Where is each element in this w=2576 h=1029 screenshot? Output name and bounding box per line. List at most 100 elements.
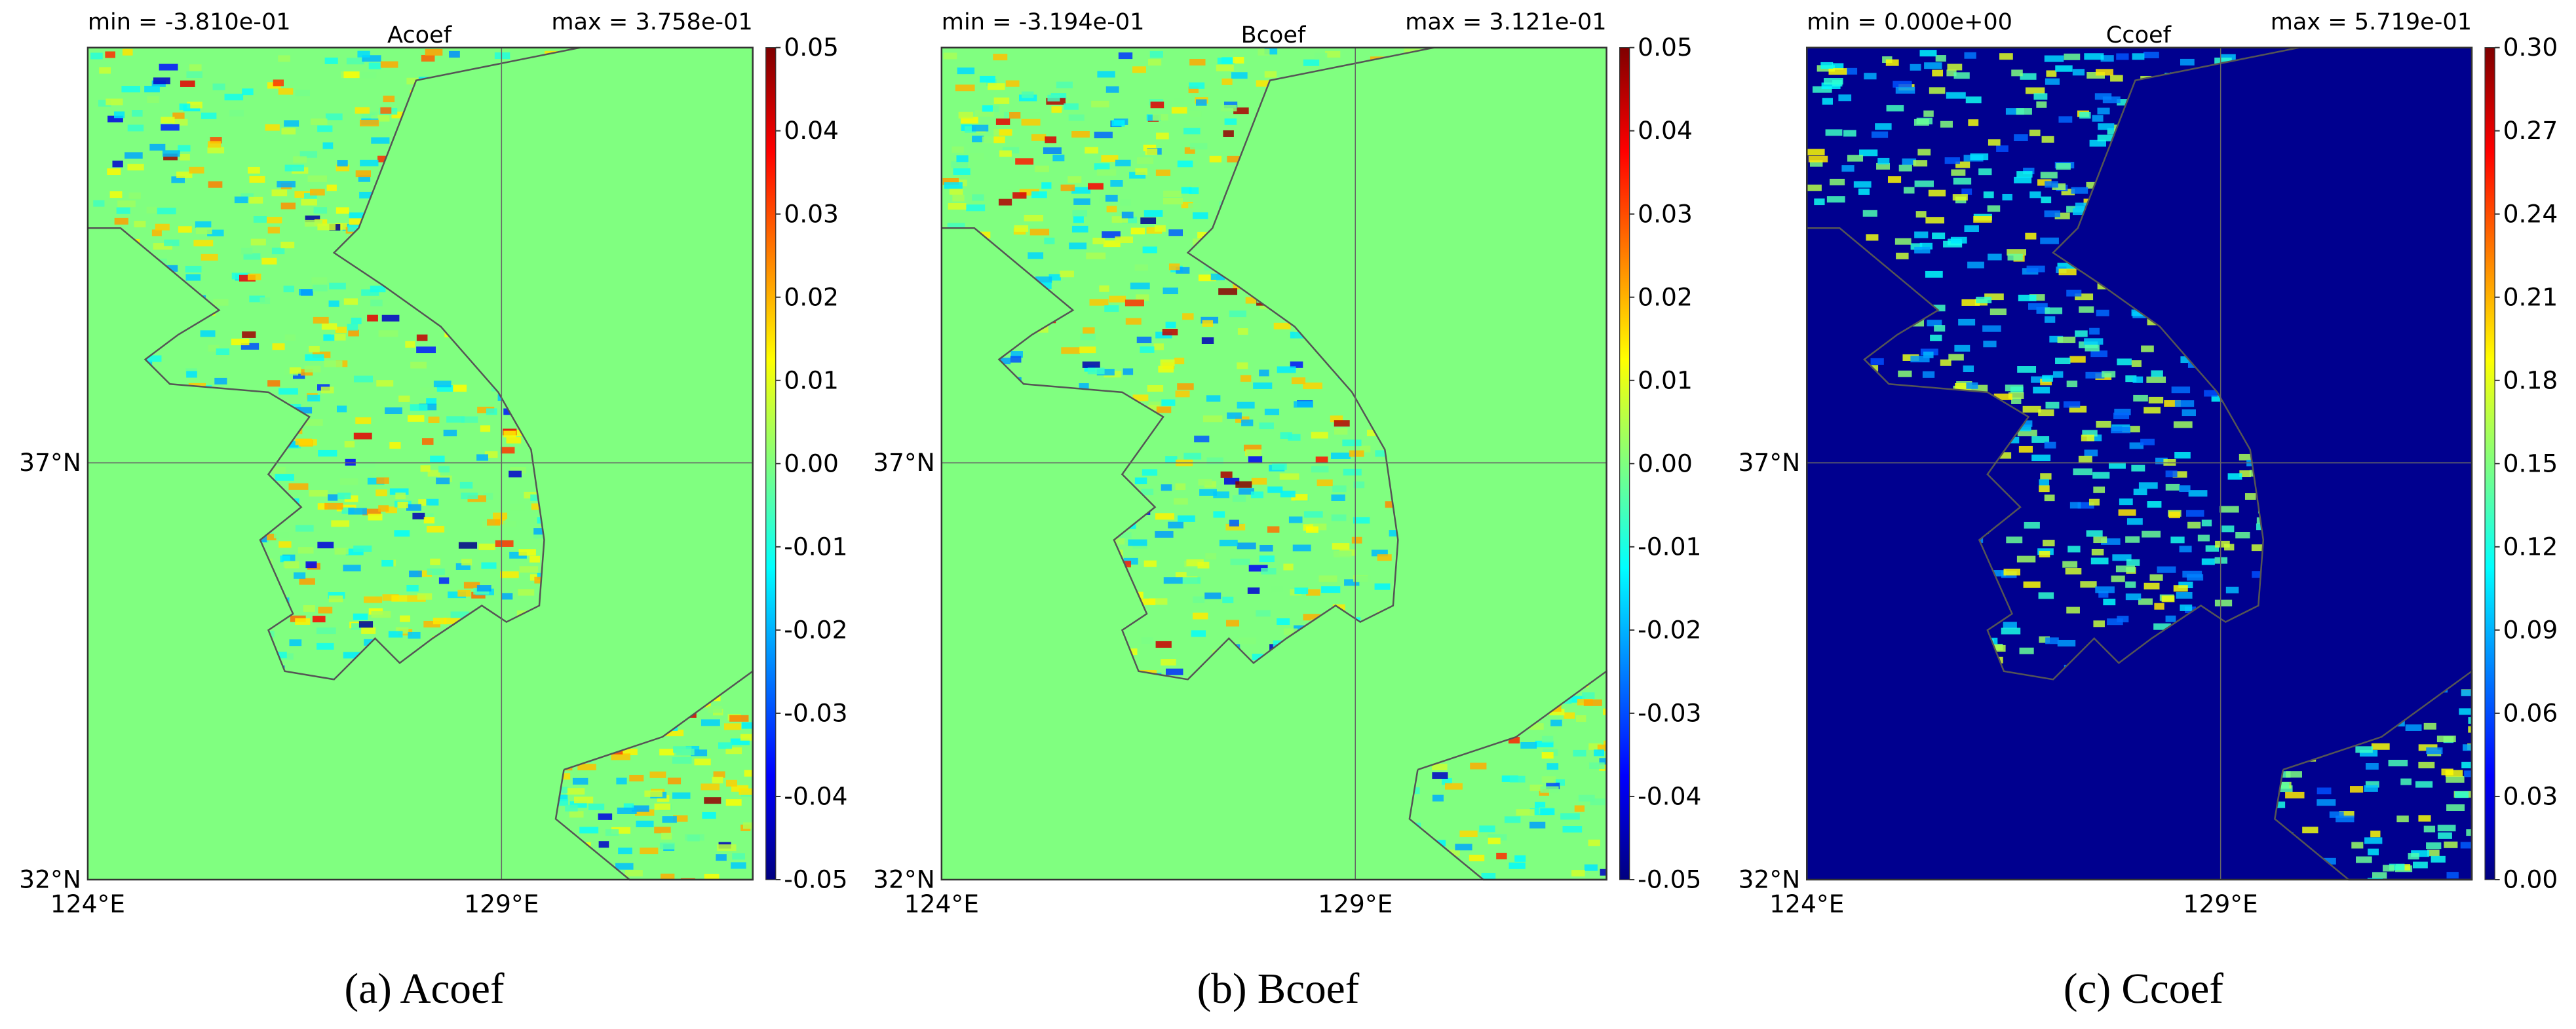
field-cell bbox=[659, 749, 674, 756]
field-cell bbox=[337, 493, 351, 500]
field-cell bbox=[378, 330, 398, 337]
field-cell bbox=[2017, 430, 2037, 437]
field-cell bbox=[1073, 216, 1084, 223]
field-cell bbox=[2010, 386, 2024, 394]
field-cell bbox=[317, 125, 333, 132]
field-cell bbox=[1983, 341, 1997, 348]
field-cell bbox=[1271, 463, 1287, 470]
field-cell bbox=[2093, 620, 2105, 627]
field-cell bbox=[2096, 309, 2109, 316]
field-cell bbox=[2111, 426, 2131, 434]
field-cell bbox=[951, 161, 969, 168]
field-cell bbox=[1061, 347, 1081, 354]
field-cell bbox=[529, 555, 541, 563]
field-cell bbox=[2187, 574, 2204, 581]
field-cell bbox=[2011, 69, 2023, 77]
field-cell bbox=[310, 189, 325, 196]
field-cell bbox=[598, 813, 613, 820]
field-cell bbox=[289, 367, 301, 374]
field-cell bbox=[280, 555, 290, 563]
field-cell bbox=[1989, 570, 2007, 577]
field-cell bbox=[1277, 618, 1290, 626]
field-cell bbox=[208, 345, 220, 352]
field-cell bbox=[1940, 359, 1951, 366]
field-cell bbox=[2214, 57, 2232, 64]
field-cell bbox=[410, 362, 427, 369]
field-cell bbox=[2093, 486, 2105, 493]
field-cell bbox=[1940, 121, 1953, 128]
field-cell bbox=[1198, 479, 1212, 486]
field-cell bbox=[2016, 555, 2036, 563]
field-cell bbox=[2040, 379, 2052, 386]
field-cell bbox=[2046, 70, 2057, 77]
field-cell bbox=[329, 282, 346, 290]
field-cell bbox=[250, 238, 266, 246]
lon-label: 124°E bbox=[904, 889, 979, 918]
field-cell bbox=[1540, 808, 1555, 815]
field-cell bbox=[1963, 365, 1974, 373]
field-cell bbox=[729, 715, 749, 722]
field-cell bbox=[317, 643, 334, 650]
field-cell bbox=[358, 621, 374, 628]
field-cell bbox=[2057, 639, 2076, 646]
field-cell bbox=[1317, 479, 1333, 487]
field-cell bbox=[1812, 86, 1832, 93]
field-cell bbox=[2069, 502, 2081, 509]
field-cell bbox=[2138, 482, 2158, 489]
field-cell bbox=[147, 96, 159, 103]
field-cell bbox=[178, 145, 191, 152]
field-cell bbox=[1447, 850, 1460, 857]
field-cell bbox=[1887, 176, 1902, 183]
field-cell bbox=[2187, 521, 2201, 529]
field-cell bbox=[2043, 540, 2055, 547]
field-cell bbox=[478, 543, 495, 550]
field-cell bbox=[2471, 874, 2472, 880]
field-cell bbox=[1175, 390, 1190, 398]
field-cell bbox=[1535, 740, 1554, 747]
field-cell bbox=[1219, 540, 1238, 547]
field-cell bbox=[107, 168, 121, 176]
field-cell bbox=[185, 265, 202, 272]
field-cell bbox=[2461, 689, 2472, 696]
field-cell bbox=[2066, 290, 2082, 297]
field-cell bbox=[257, 533, 277, 540]
field-cell bbox=[2366, 763, 2379, 770]
field-cell bbox=[2057, 336, 2076, 343]
field-cell bbox=[718, 742, 733, 749]
field-cell bbox=[1155, 513, 1175, 520]
field-cell bbox=[1182, 313, 1194, 320]
field-cell bbox=[1832, 63, 1844, 70]
field-cell bbox=[267, 380, 280, 387]
field-cell bbox=[172, 112, 185, 119]
field-cell bbox=[611, 827, 630, 834]
field-cell bbox=[212, 83, 225, 90]
field-cell bbox=[107, 115, 123, 122]
field-cell bbox=[1229, 310, 1246, 318]
field-cell bbox=[323, 334, 335, 341]
field-cell bbox=[1264, 48, 1278, 55]
field-cell bbox=[180, 80, 195, 87]
field-cell bbox=[2098, 123, 2115, 130]
field-cell bbox=[2437, 825, 2456, 832]
field-cell bbox=[2089, 140, 2107, 147]
field-cell bbox=[1332, 543, 1350, 550]
field-cell bbox=[2132, 53, 2145, 60]
field-cell bbox=[1509, 862, 1526, 869]
field-cell bbox=[162, 150, 180, 157]
field-cell bbox=[712, 776, 723, 783]
colorbar-label: 0.15 bbox=[2503, 449, 2558, 477]
field-cell bbox=[2084, 449, 2098, 457]
field-cell bbox=[2085, 371, 2105, 379]
field-cell bbox=[1174, 358, 1185, 365]
field-cell bbox=[2079, 306, 2094, 313]
field-cell bbox=[362, 508, 381, 515]
field-cell bbox=[151, 229, 162, 236]
field-cell bbox=[1355, 575, 1371, 582]
field-cell bbox=[1177, 383, 1194, 390]
field-cell bbox=[300, 289, 313, 296]
field-cell bbox=[247, 166, 260, 174]
field-cell bbox=[2041, 196, 2052, 204]
field-cell bbox=[1060, 184, 1075, 191]
field-cell bbox=[195, 221, 212, 228]
